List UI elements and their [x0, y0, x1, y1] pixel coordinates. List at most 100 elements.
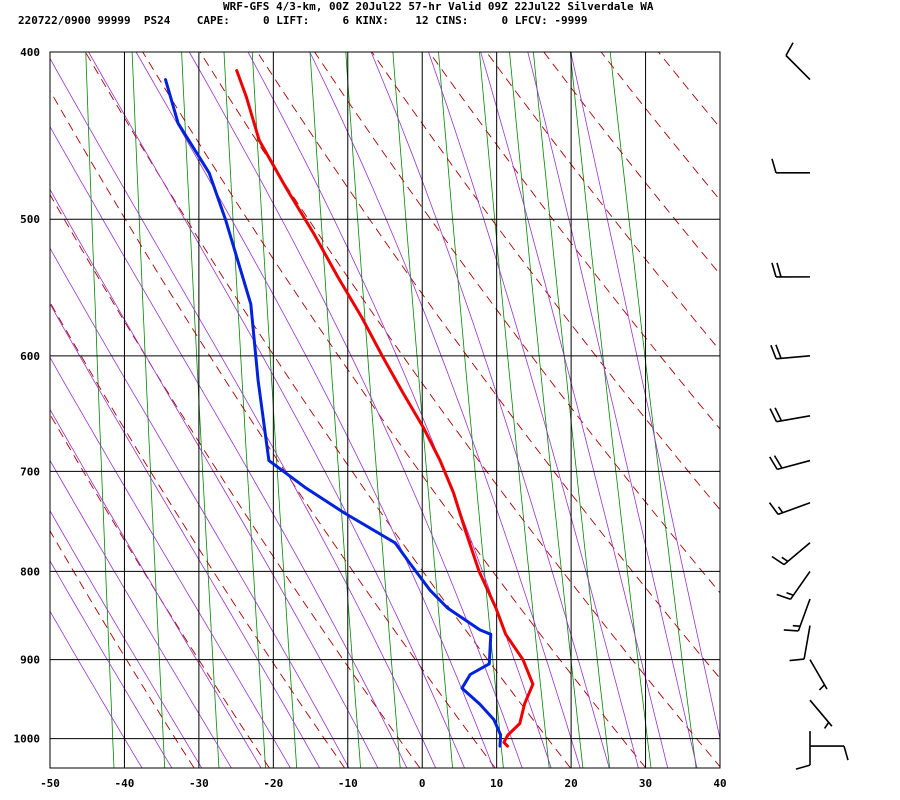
- dry-adiabat-line: [50, 301, 345, 768]
- moist-adiabat-line: [309, 52, 581, 768]
- moist-adiabat-line: [135, 52, 494, 768]
- wind-barb-half-feather: [786, 592, 794, 596]
- wind-barb-feather: [789, 658, 805, 662]
- temperature-tick-label: 40: [713, 777, 726, 790]
- wind-barb-feather: [773, 455, 783, 469]
- temperature-tick-label: 20: [564, 777, 577, 790]
- moist-adiabat-line: [480, 52, 669, 768]
- wind-barb-feather: [785, 42, 794, 56]
- pressure-tick-label: 400: [20, 46, 40, 59]
- mixing-ratio-line: [223, 52, 266, 768]
- wind-barb-feather: [795, 764, 811, 770]
- wind-barb-half-feather: [818, 684, 826, 691]
- moist-adiabat-line: [428, 52, 639, 768]
- dry-adiabat-line: [314, 52, 720, 594]
- wind-barb-feather: [771, 262, 777, 278]
- temperature-tick-label: -30: [189, 777, 209, 790]
- mixing-ratio-line: [251, 52, 298, 768]
- moist-adiabat-line: [50, 125, 408, 768]
- plot-frame: [49, 51, 721, 769]
- pressure-tick-label: 800: [20, 565, 40, 578]
- dry-adiabat-line: [428, 52, 720, 430]
- moist-adiabat-line: [188, 52, 523, 768]
- dry-adiabat-line: [50, 529, 195, 768]
- wind-barb-feather: [776, 593, 791, 601]
- wind-barb-half-feather: [777, 506, 784, 514]
- background-lines: [50, 52, 900, 768]
- mixing-ratio-line: [345, 52, 401, 768]
- wind-barb-staff: [803, 625, 811, 660]
- wind-barb-staff: [776, 415, 811, 423]
- wind-barb-feather: [783, 629, 799, 632]
- wind-barb-staff: [777, 502, 811, 516]
- wind-barb-staff: [776, 355, 811, 360]
- wind-barb-feather: [770, 344, 777, 360]
- mixing-ratio-line: [392, 52, 453, 768]
- dry-adiabat-line: [85, 52, 571, 768]
- sounding-indices-line: 220722/0900 99999 PS24 CAPE: 0 LIFT: 6 K…: [18, 14, 588, 27]
- dry-adiabat-line: [371, 52, 720, 511]
- wind-barb-half-feather: [823, 721, 830, 729]
- wind-barb-feather: [769, 456, 778, 470]
- moist-adiabat-line: [50, 247, 350, 768]
- mixing-ratio-line: [85, 52, 115, 768]
- dry-adiabat-line: [199, 52, 720, 768]
- wind-barb-feather: [843, 745, 849, 761]
- dry-adiabat-line: [658, 52, 720, 129]
- wind-barb-feather: [774, 407, 783, 422]
- pressure-tick-label: 700: [20, 465, 40, 478]
- wind-barb-staff: [809, 699, 833, 727]
- temperature-tick-label: 30: [639, 777, 652, 790]
- moist-adiabat-line: [50, 57, 437, 768]
- wind-barb-feather: [768, 502, 779, 515]
- wind-barb-feather: [775, 344, 782, 359]
- dry-adiabat-line: [142, 52, 647, 768]
- wind-barb-half-feather: [781, 556, 789, 563]
- moist-adiabat-line: [88, 52, 465, 768]
- wind-barb: [783, 598, 811, 632]
- wind-barb-staff: [809, 659, 828, 690]
- pressure-tick-label: 600: [20, 350, 40, 363]
- dry-adiabat-line: [486, 52, 720, 352]
- dry-adiabat-line: [50, 193, 421, 768]
- wind-barb: [769, 455, 811, 471]
- wind-barb-feather: [769, 408, 778, 423]
- wind-barb-staff: [797, 598, 811, 632]
- moist-adiabat-line: [50, 509, 203, 768]
- temperature-tick-label: 10: [490, 777, 503, 790]
- dry-adiabat-line: [830, 52, 900, 768]
- wind-barb-half-feather: [792, 624, 801, 627]
- mixing-ratio-line: [509, 52, 584, 768]
- wind-barb-feather: [776, 262, 782, 278]
- pressure-tick-label: 500: [20, 213, 40, 226]
- temperature-profile-line: [235, 69, 535, 748]
- dewpoint-profile-line: [164, 78, 503, 748]
- moist-adiabat-line: [50, 610, 143, 768]
- mixing-ratio-line: [438, 52, 504, 768]
- wind-barb: [795, 731, 811, 770]
- mixing-ratio-line: [533, 52, 611, 768]
- moist-adiabat-line: [50, 459, 232, 768]
- wind-barb-staff: [783, 542, 811, 566]
- temperature-tick-label: -40: [115, 777, 135, 790]
- moist-adiabat-line: [570, 52, 720, 741]
- temperature-tick-labels: -50 -40 -30 -20 -10 0 10 20 30 40: [40, 777, 727, 790]
- wind-barb-feather: [771, 555, 785, 566]
- mixing-ratio-line: [131, 52, 166, 768]
- pressure-tick-labels: 400 500 600 700 800 900 1000: [14, 46, 41, 746]
- pressure-tick-label: 1000: [14, 733, 41, 746]
- moist-adiabat-line: [50, 356, 291, 768]
- moist-adiabat-line: [50, 188, 379, 768]
- mixing-ratio-line: [309, 52, 361, 768]
- temperature-tick-label: -10: [338, 777, 358, 790]
- moist-adiabat-line: [50, 303, 321, 768]
- temperature-tick-label: -20: [263, 777, 283, 790]
- wind-barb: [809, 745, 849, 761]
- dry-adiabat-line: [50, 413, 270, 768]
- mixing-ratio-line: [569, 52, 652, 768]
- profile-lines: [164, 69, 535, 748]
- wind-barb: [776, 570, 811, 601]
- wind-barb-staff: [776, 459, 811, 471]
- grid: [49, 51, 721, 769]
